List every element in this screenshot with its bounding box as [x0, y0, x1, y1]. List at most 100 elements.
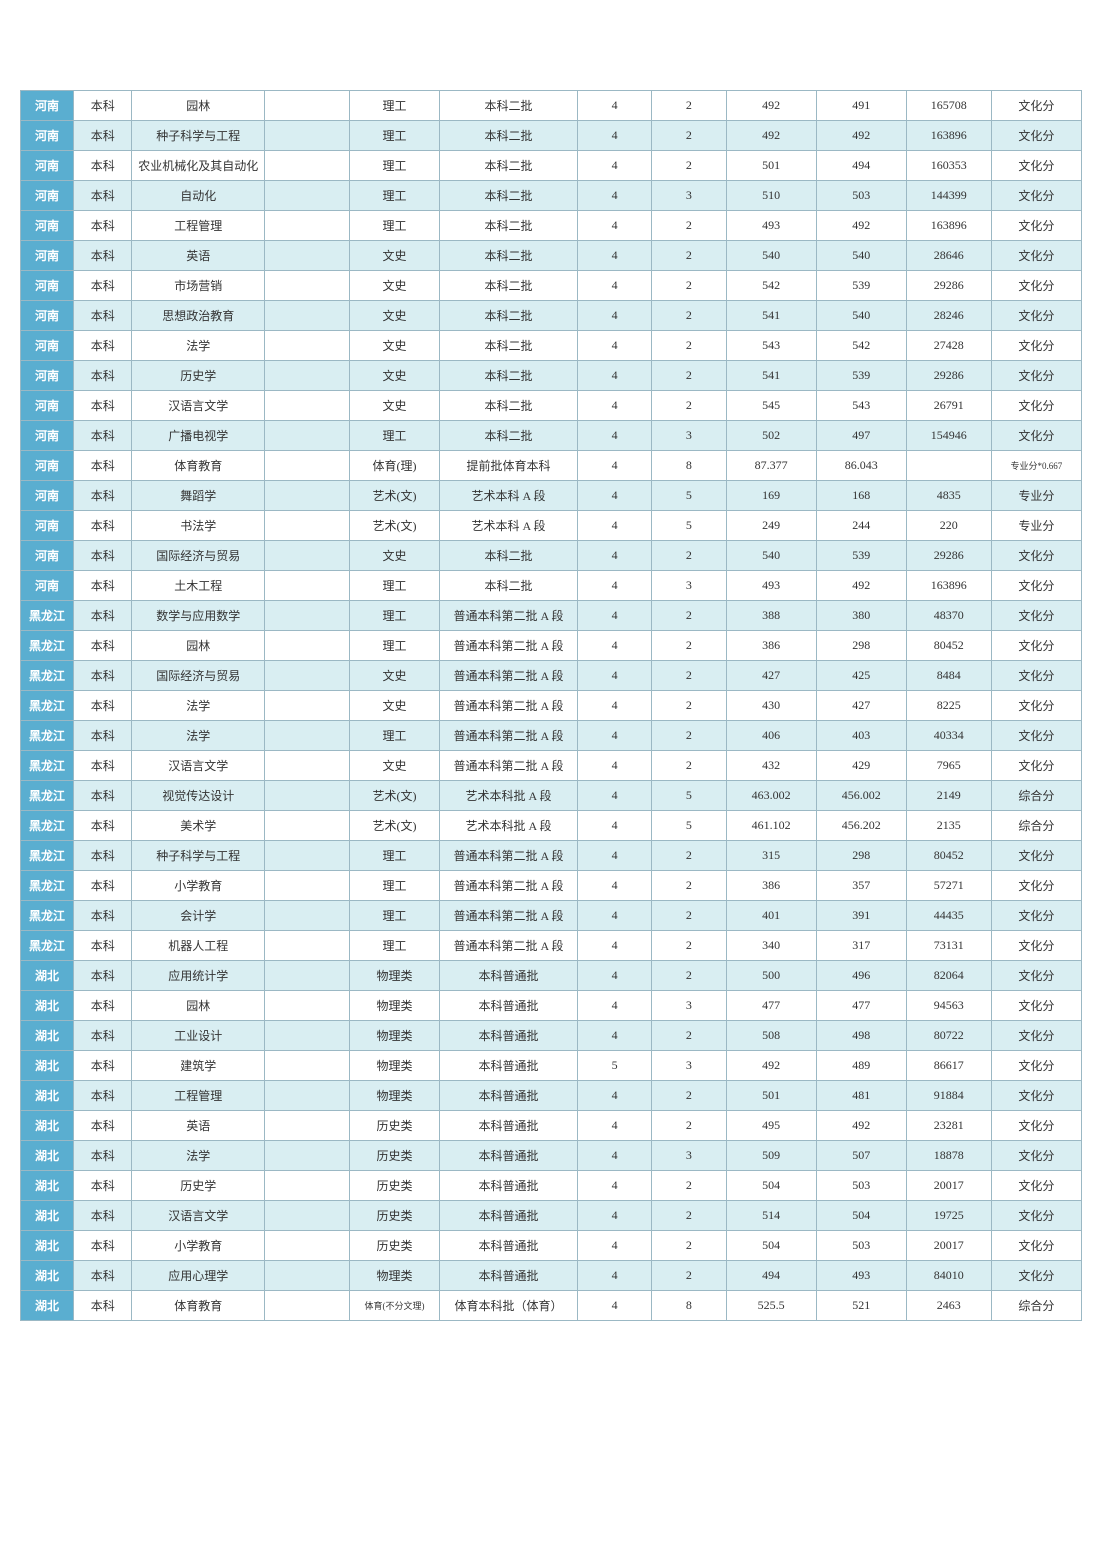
cell-level: 本科: [74, 1051, 132, 1081]
cell-rank: 26791: [906, 391, 991, 421]
cell-max: 525.5: [726, 1291, 816, 1321]
cell-type: 文化分: [991, 241, 1081, 271]
admissions-table: 河南本科园林理工本科二批42492491165708文化分河南本科种子科学与工程…: [20, 90, 1082, 1321]
cell-batch: 本科普通批: [440, 991, 578, 1021]
cell-major: 美术学: [132, 811, 265, 841]
cell-admit: 2: [652, 961, 726, 991]
cell-rank: 80722: [906, 1021, 991, 1051]
cell-province: 河南: [21, 511, 74, 541]
cell-max: 427: [726, 661, 816, 691]
cell-batch: 普通本科第二批 A 段: [440, 931, 578, 961]
cell-col4: [265, 721, 350, 751]
cell-col4: [265, 481, 350, 511]
cell-min: 429: [816, 751, 906, 781]
cell-min: 540: [816, 241, 906, 271]
cell-admit: 5: [652, 511, 726, 541]
cell-rank: 40334: [906, 721, 991, 751]
cell-admit: 2: [652, 1111, 726, 1141]
cell-admit: 5: [652, 481, 726, 511]
table-row: 湖北本科工业设计物理类本科普通批4250849880722文化分: [21, 1021, 1082, 1051]
cell-plan: 4: [577, 541, 651, 571]
cell-major: 小学教育: [132, 1231, 265, 1261]
cell-admit: 2: [652, 121, 726, 151]
cell-max: 540: [726, 241, 816, 271]
cell-type: 文化分: [991, 1231, 1081, 1261]
cell-level: 本科: [74, 241, 132, 271]
cell-province: 河南: [21, 571, 74, 601]
cell-col4: [265, 511, 350, 541]
cell-min: 317: [816, 931, 906, 961]
cell-province: 河南: [21, 301, 74, 331]
cell-rank: 2135: [906, 811, 991, 841]
cell-plan: 4: [577, 871, 651, 901]
cell-major: 园林: [132, 91, 265, 121]
cell-admit: 2: [652, 871, 726, 901]
cell-admit: 5: [652, 811, 726, 841]
cell-type: 文化分: [991, 571, 1081, 601]
cell-category: 文史: [349, 751, 439, 781]
cell-col4: [265, 1141, 350, 1171]
cell-level: 本科: [74, 1021, 132, 1051]
cell-type: 文化分: [991, 541, 1081, 571]
cell-type: 文化分: [991, 121, 1081, 151]
cell-rank: 84010: [906, 1261, 991, 1291]
cell-col4: [265, 751, 350, 781]
cell-min: 504: [816, 1201, 906, 1231]
cell-rank: 165708: [906, 91, 991, 121]
cell-max: 510: [726, 181, 816, 211]
cell-type: 专业分: [991, 511, 1081, 541]
cell-admit: 3: [652, 991, 726, 1021]
cell-min: 403: [816, 721, 906, 751]
cell-admit: 3: [652, 1051, 726, 1081]
cell-category: 文史: [349, 331, 439, 361]
cell-type: 文化分: [991, 631, 1081, 661]
cell-level: 本科: [74, 691, 132, 721]
cell-rank: 82064: [906, 961, 991, 991]
cell-major: 自动化: [132, 181, 265, 211]
cell-major: 体育教育: [132, 1291, 265, 1321]
cell-type: 文化分: [991, 1021, 1081, 1051]
cell-rank: 29286: [906, 271, 991, 301]
cell-level: 本科: [74, 751, 132, 781]
cell-province: 湖北: [21, 1201, 74, 1231]
cell-batch: 本科二批: [440, 421, 578, 451]
cell-major: 工程管理: [132, 1081, 265, 1111]
table-row: 黑龙江本科视觉传达设计艺术(文)艺术本科批 A 段45463.002456.00…: [21, 781, 1082, 811]
cell-col4: [265, 601, 350, 631]
cell-level: 本科: [74, 211, 132, 241]
cell-plan: 4: [577, 1201, 651, 1231]
cell-rank: 163896: [906, 211, 991, 241]
table-row: 黑龙江本科法学文史普通本科第二批 A 段424304278225文化分: [21, 691, 1082, 721]
cell-max: 477: [726, 991, 816, 1021]
cell-batch: 本科普通批: [440, 1081, 578, 1111]
cell-min: 298: [816, 841, 906, 871]
cell-category: 物理类: [349, 1261, 439, 1291]
cell-col4: [265, 91, 350, 121]
cell-min: 492: [816, 1111, 906, 1141]
table-row: 黑龙江本科园林理工普通本科第二批 A 段4238629880452文化分: [21, 631, 1082, 661]
cell-province: 黑龙江: [21, 631, 74, 661]
cell-min: 503: [816, 1171, 906, 1201]
cell-category: 文史: [349, 301, 439, 331]
cell-max: 386: [726, 631, 816, 661]
cell-rank: 8484: [906, 661, 991, 691]
cell-batch: 普通本科第二批 A 段: [440, 841, 578, 871]
cell-min: 425: [816, 661, 906, 691]
cell-province: 河南: [21, 211, 74, 241]
cell-major: 应用统计学: [132, 961, 265, 991]
table-row: 黑龙江本科种子科学与工程理工普通本科第二批 A 段4231529880452文化…: [21, 841, 1082, 871]
cell-category: 理工: [349, 901, 439, 931]
cell-batch: 本科二批: [440, 541, 578, 571]
cell-province: 河南: [21, 151, 74, 181]
cell-province: 黑龙江: [21, 931, 74, 961]
cell-major: 视觉传达设计: [132, 781, 265, 811]
cell-type: 文化分: [991, 1171, 1081, 1201]
cell-batch: 艺术本科 A 段: [440, 481, 578, 511]
table-row: 河南本科英语文史本科二批4254054028646文化分: [21, 241, 1082, 271]
cell-level: 本科: [74, 1291, 132, 1321]
cell-admit: 2: [652, 1021, 726, 1051]
cell-type: 综合分: [991, 781, 1081, 811]
cell-major: 法学: [132, 1141, 265, 1171]
cell-min: 503: [816, 181, 906, 211]
cell-province: 湖北: [21, 1261, 74, 1291]
